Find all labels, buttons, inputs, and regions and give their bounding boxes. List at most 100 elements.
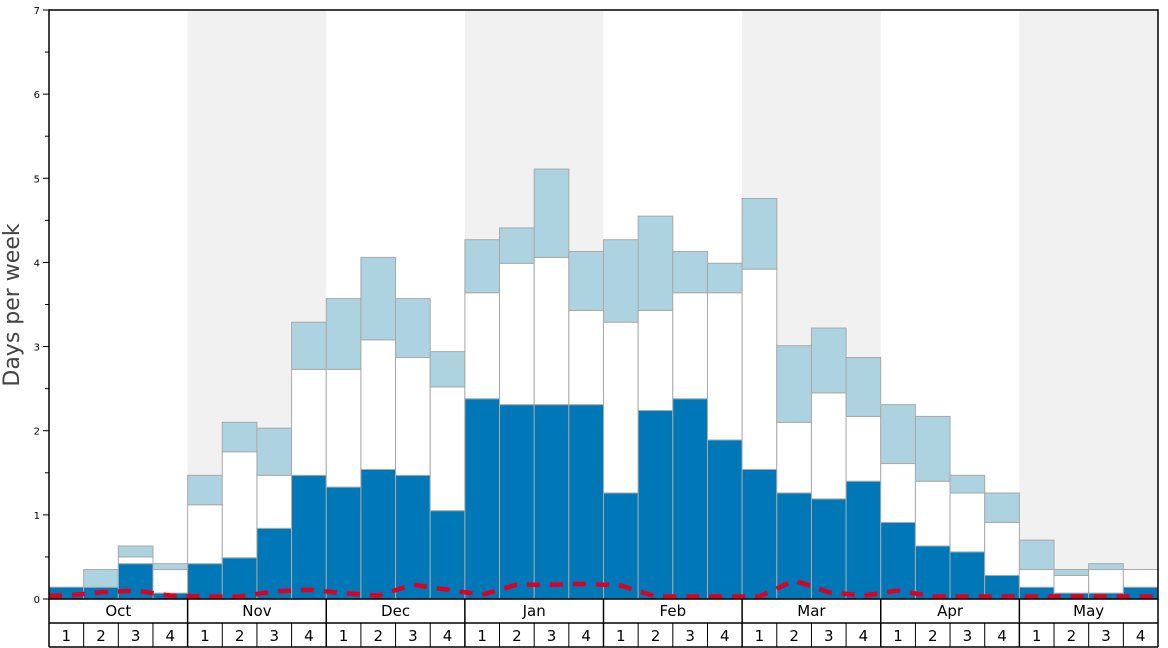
week-label: 3	[963, 627, 973, 645]
bars	[48, 168, 1159, 600]
bar-segment-2	[1018, 569, 1055, 588]
bar-segment-1	[187, 563, 223, 600]
month-label: Feb	[660, 602, 687, 620]
bar-segment-2	[291, 368, 327, 476]
week-label: 2	[373, 627, 383, 645]
week-label: 1	[62, 627, 72, 645]
week-label: 1	[893, 627, 903, 645]
week-label: 1	[1032, 627, 1042, 645]
bar-segment-1	[880, 521, 916, 600]
bar-segment-2	[1122, 569, 1159, 588]
week-label: 2	[96, 627, 106, 645]
bar-segment-2	[221, 451, 258, 559]
bar-segment-1	[672, 398, 708, 600]
bar-segment-3	[83, 569, 119, 588]
bar-segment-1	[395, 474, 431, 600]
y-tick-label: 2	[34, 427, 40, 438]
bar-segment-2	[672, 292, 708, 400]
y-tick-label: 5	[34, 174, 40, 185]
bar-segment-1	[325, 486, 362, 600]
week-label: 3	[685, 627, 695, 645]
bar-segment-2	[984, 521, 1020, 576]
week-label: 2	[928, 627, 938, 645]
bar-segment-3	[152, 563, 189, 571]
bar-segment-1	[291, 474, 327, 600]
bar-segment-1	[845, 480, 882, 600]
month-label: Mar	[797, 602, 826, 620]
bar-segment-1	[914, 545, 951, 600]
bar-segment-3	[568, 250, 604, 311]
y-tick-label: 0	[34, 595, 40, 606]
bar-segment-3	[499, 227, 535, 264]
week-label: 4	[166, 627, 176, 645]
bar-segment-2	[949, 492, 986, 553]
bar-segment-1	[949, 551, 986, 600]
bar-segment-3	[117, 545, 154, 558]
bar-segment-2	[464, 292, 501, 400]
bar-segment-3	[464, 239, 501, 294]
bar-segment-2	[637, 309, 674, 412]
bar-segment-3	[533, 168, 570, 258]
bar-segment-3	[845, 357, 882, 417]
y-tick-label: 7	[34, 6, 40, 17]
week-label: 1	[755, 627, 765, 645]
bar-segment-3	[880, 404, 916, 465]
bar-segment-2	[395, 357, 431, 476]
week-label: 4	[304, 627, 314, 645]
bar-segment-2	[741, 268, 778, 470]
bar-segment-2	[706, 292, 743, 441]
week-label: 3	[408, 627, 418, 645]
bar-segment-1	[221, 557, 258, 600]
line-series-path	[49, 578, 1158, 599]
month-label: Nov	[242, 602, 271, 620]
bar-segment-3	[221, 421, 258, 453]
week-label: 1	[200, 627, 210, 645]
bar-segment-3	[256, 427, 293, 476]
month-label: Dec	[381, 602, 410, 620]
bar-segment-1	[706, 439, 743, 600]
bar-segment-3	[914, 415, 951, 482]
bar-segment-2	[429, 386, 466, 512]
dashed-line-series	[49, 578, 1158, 599]
bar-segment-1	[741, 468, 778, 600]
bar-segment-1	[810, 498, 847, 600]
bar-segment-2	[256, 474, 293, 529]
bar-segment-3	[776, 345, 812, 423]
bar-segment-3	[1053, 569, 1090, 576]
bar-segment-2	[914, 480, 951, 547]
month-band-may	[1019, 10, 1158, 599]
bar-segment-2	[568, 309, 604, 406]
bar-segment-2	[1053, 574, 1090, 594]
bar-segment-2	[810, 392, 847, 500]
x-axis: Oct Nov Dec Jan Feb Mar Apr May 1 2 3 4 1 2 3 4 1 2 3 4 1 2 3 4…	[48, 599, 1159, 648]
bar-segment-2	[499, 262, 535, 406]
bar-segment-3	[672, 250, 708, 294]
month-label: Jan	[522, 602, 546, 620]
bar-segment-3	[741, 197, 778, 270]
week-label: 4	[997, 627, 1007, 645]
bar-segment-2	[360, 339, 397, 470]
y-tick-label: 6	[34, 90, 40, 101]
y-tick-label: 4	[34, 258, 40, 269]
y-tick-label: 1	[34, 511, 40, 522]
week-label: 3	[824, 627, 834, 645]
bar-segment-3	[984, 492, 1020, 523]
week-label: 4	[581, 627, 591, 645]
week-label: 4	[443, 627, 453, 645]
week-label: 3	[1101, 627, 1111, 645]
week-label: 2	[1067, 627, 1077, 645]
week-label: 2	[235, 627, 245, 645]
bar-segment-1	[499, 404, 535, 600]
bar-segment-2	[533, 256, 570, 406]
bar-segment-3	[706, 262, 743, 294]
bar-segment-2	[152, 569, 189, 594]
y-tick-label: 3	[34, 343, 40, 354]
week-label: 2	[789, 627, 799, 645]
bar-segment-1	[360, 468, 397, 600]
y-axis-label: Days per week	[0, 223, 25, 386]
bar-segment-3	[1018, 539, 1055, 571]
bar-segment-2	[845, 415, 882, 482]
bar-segment-1	[256, 527, 293, 600]
week-label: 3	[547, 627, 557, 645]
